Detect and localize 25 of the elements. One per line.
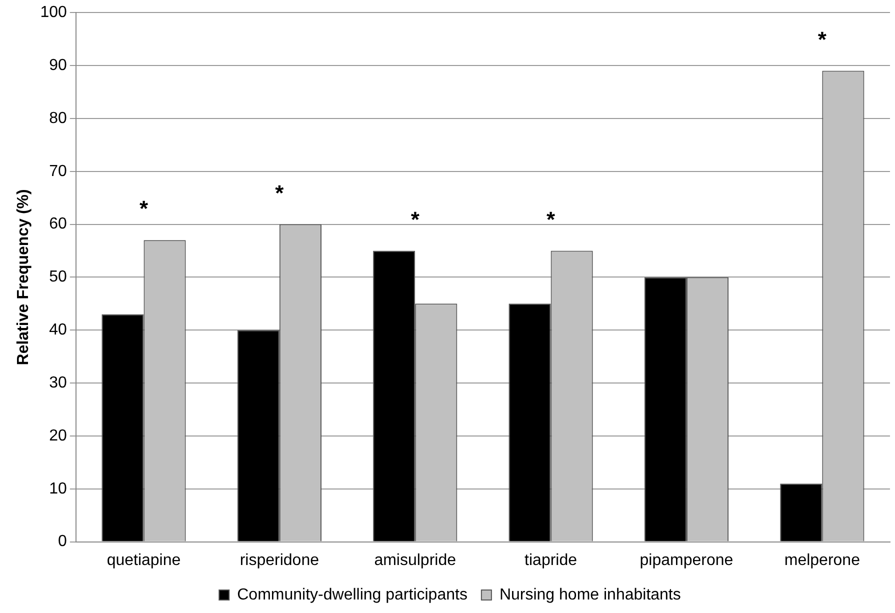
y-tick-label: 40 [49,322,67,339]
x-tick-label: risperidone [240,552,320,569]
y-axis-title: Relative Frequency (%) [15,189,32,366]
y-tick-label: 80 [49,110,67,127]
annotation: * [275,180,284,206]
annotation: * [139,196,148,222]
y-tick-label: 0 [58,533,67,550]
x-tick-label: pipamperone [640,552,734,569]
y-tick-label: 60 [49,216,67,233]
x-tick-label: melperone [784,552,860,569]
legend-label: Nursing home inhabitants [499,586,681,604]
legend-label: Community-dwelling participants [237,586,468,604]
y-tick-label: 30 [49,374,67,392]
x-tick-label: quetiapine [106,552,181,569]
y-tick-label: 90 [49,56,67,74]
x-tick-label: amisulpride [374,552,456,569]
annotation: * [818,26,827,52]
x-tick-label: tiapride [524,552,578,569]
y-tick-label: 50 [49,268,67,286]
y-tick-label: 70 [49,162,67,180]
annotation: * [410,206,420,232]
y-tick-label: 10 [49,480,67,498]
y-tick-label: 20 [49,427,67,444]
y-tick-label: 100 [40,4,67,22]
annotation: * [546,206,556,232]
